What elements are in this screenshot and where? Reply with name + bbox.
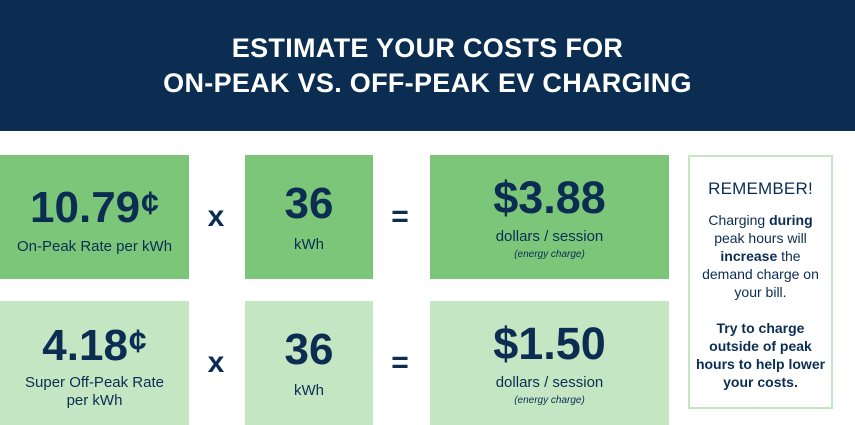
off-peak-rate-number: 4.18 — [42, 320, 128, 370]
reminder-text-3: the demand charge on your bill. — [702, 248, 819, 300]
reminder-bold-increase: increase — [720, 248, 778, 264]
off-peak-rate-value: 4.18¢ — [42, 317, 146, 370]
on-peak-rate-number: 10.79 — [30, 182, 141, 232]
on-peak-cost-note: (energy charge) — [514, 248, 585, 260]
equals-operator: = — [391, 200, 409, 233]
off-peak-cost-label: dollars / session — [495, 373, 604, 391]
on-peak-kwh-label: kWh — [294, 236, 324, 253]
header-title-line-1: ESTIMATE YOUR COSTS FOR — [231, 32, 624, 63]
multiply-operator: x — [207, 200, 225, 233]
on-peak-rate-value: 10.79¢ — [30, 179, 159, 232]
reminder-panel: REMEMBER! Charging during peak hours wil… — [688, 155, 833, 409]
reminder-bold-during: during — [769, 212, 813, 228]
on-peak-kwh-box: 36 kWh — [245, 155, 373, 279]
header-title-line-2: ON-PEAK VS. OFF-PEAK EV CHARGING — [163, 67, 692, 98]
multiply-operator: x — [207, 346, 225, 379]
reminder-title: REMEMBER! — [708, 179, 813, 198]
header-banner: ESTIMATE YOUR COSTS FOR ON-PEAK VS. OFF-… — [0, 0, 855, 131]
on-peak-rate-label: On-Peak Rate per kWh — [16, 237, 173, 255]
off-peak-cost-note: (energy charge) — [514, 394, 585, 406]
on-peak-rate-box: 10.79¢ On-Peak Rate per kWh — [0, 155, 189, 279]
off-peak-kwh-value: 36 — [284, 325, 334, 374]
on-peak-cost-value: $3.88 — [493, 171, 606, 223]
off-peak-kwh-label: kWh — [294, 382, 324, 399]
equals-operator: = — [391, 346, 409, 379]
on-peak-cost-label: dollars / session — [495, 227, 604, 245]
on-peak-kwh-value: 36 — [284, 179, 334, 228]
off-peak-kwh-box: 36 kWh — [245, 301, 373, 425]
off-peak-rate-box: 4.18¢ Super Off-Peak Rate per kWh — [0, 301, 189, 425]
reminder-tip: Try to charge outside of peak hours to h… — [695, 320, 826, 390]
reminder-text-1: Charging — [708, 212, 766, 228]
off-peak-rate-label-line-1: Super Off-Peak Rate — [25, 373, 164, 391]
off-peak-cost-value: $1.50 — [493, 317, 606, 369]
cent-sign: ¢ — [128, 322, 147, 359]
off-peak-rate-label-line-2: per kWh — [66, 391, 123, 409]
reminder-text: Charging during peak hours will increase… — [690, 211, 831, 301]
off-peak-cost-box: $1.50 dollars / session (energy charge) — [430, 301, 669, 425]
on-peak-cost-box: $3.88 dollars / session (energy charge) — [430, 155, 669, 279]
cent-sign: ¢ — [141, 184, 159, 221]
reminder-text-2: peak hours will — [714, 230, 807, 246]
